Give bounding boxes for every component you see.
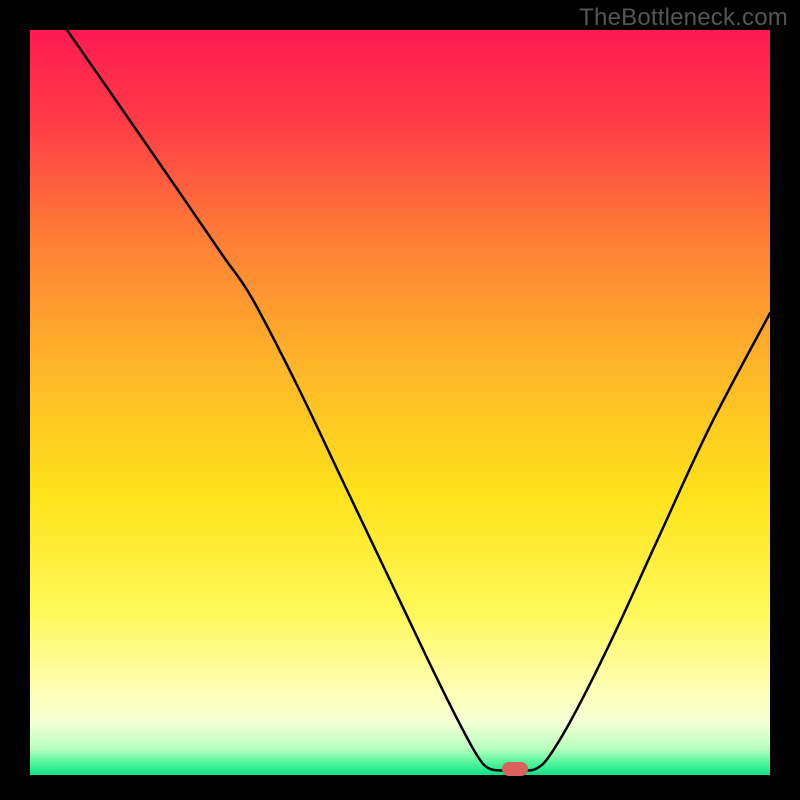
plot-area bbox=[30, 30, 770, 775]
watermark-text: TheBottleneck.com bbox=[579, 4, 788, 32]
bottleneck-curve bbox=[30, 30, 770, 775]
chart-container: TheBottleneck.com bbox=[0, 0, 800, 800]
optimum-marker bbox=[502, 762, 528, 776]
